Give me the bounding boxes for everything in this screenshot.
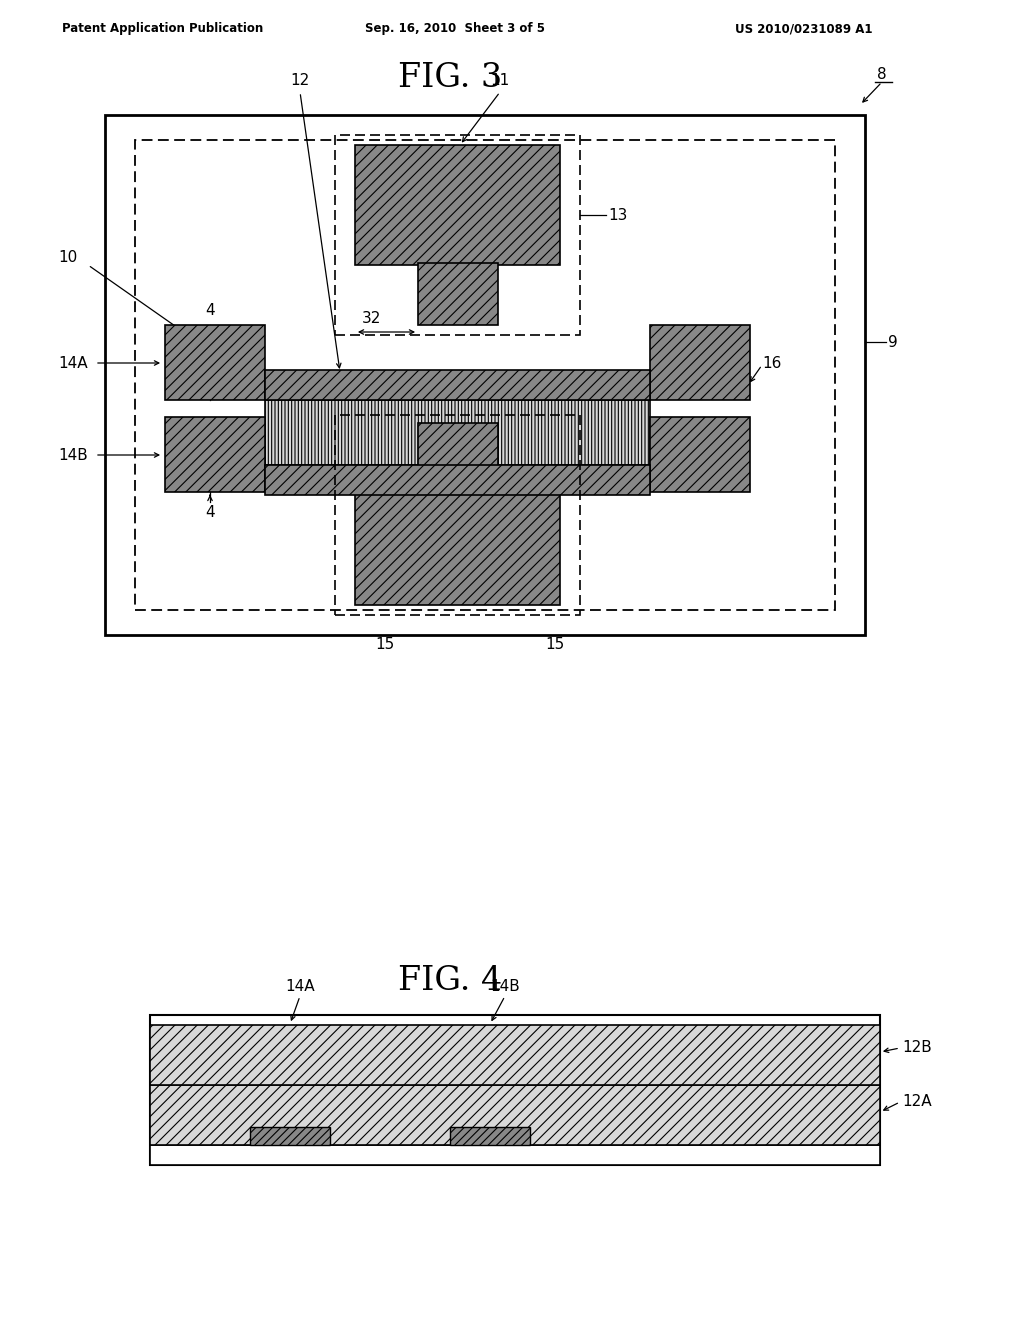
Text: 4: 4 [205,304,215,318]
Text: 14A: 14A [58,355,88,371]
Bar [150,1026,880,1085]
Bar [165,325,265,400]
Bar [355,484,560,605]
Text: 9: 9 [888,334,898,350]
Bar [450,1127,530,1144]
Text: 10: 10 [58,251,77,265]
Bar [335,135,580,335]
Text: Patent Application Publication: Patent Application Publication [62,22,263,36]
Text: 16: 16 [762,355,781,371]
Text: 13: 13 [608,207,628,223]
Text: FIG. 3: FIG. 3 [398,62,502,94]
Text: 14B: 14B [58,447,88,462]
Text: 12A: 12A [902,1094,932,1110]
Text: 32: 32 [362,312,381,326]
Bar [105,115,865,635]
Text: FIG. 4: FIG. 4 [398,965,502,997]
Bar [150,1085,880,1144]
Bar [165,417,265,492]
Text: 4: 4 [205,506,215,520]
Text: 12: 12 [291,73,309,88]
Text: 8: 8 [878,67,887,82]
Text: 11: 11 [490,73,510,88]
Bar [650,417,750,492]
Bar [418,422,498,484]
Text: Sep. 16, 2010  Sheet 3 of 5: Sep. 16, 2010 Sheet 3 of 5 [365,22,545,36]
Bar [265,370,650,400]
Text: 12B: 12B [902,1040,932,1056]
Bar [265,400,650,465]
Text: 15: 15 [546,638,564,652]
Bar [418,263,498,325]
Bar [355,145,560,265]
Bar [335,414,580,615]
Text: 14A: 14A [286,979,314,994]
Bar [250,1127,330,1144]
Bar [650,325,750,400]
Bar [135,140,835,610]
Bar [150,1015,880,1166]
Text: US 2010/0231089 A1: US 2010/0231089 A1 [735,22,872,36]
Text: 15: 15 [376,638,394,652]
Text: 14B: 14B [490,979,520,994]
Bar [265,465,650,495]
Bar [150,1144,880,1166]
